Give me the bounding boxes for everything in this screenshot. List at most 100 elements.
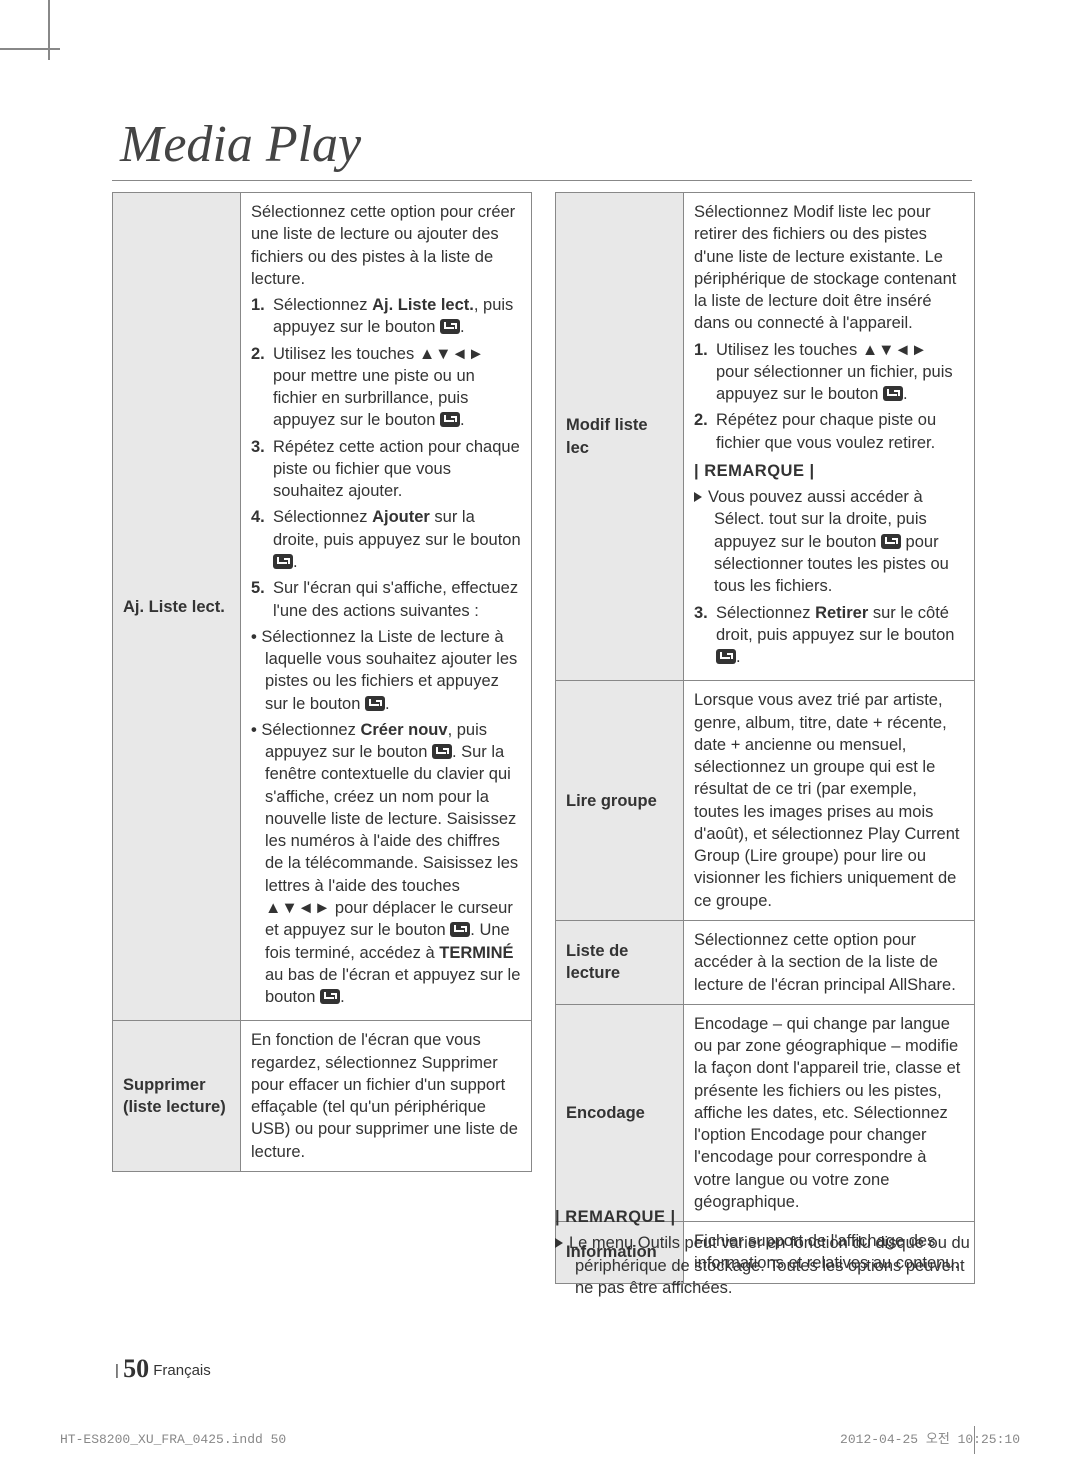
text: . (293, 553, 298, 571)
bullet-list: Sélectionnez la Liste de lecture à laque… (251, 626, 521, 1009)
list-item: 2.Répétez pour chaque piste ou fichier q… (694, 409, 964, 454)
page-num-suffix: Français (149, 1362, 211, 1379)
step-num: 1. (251, 294, 273, 316)
table-row: Modif liste lec Sélectionnez Modif liste… (556, 193, 975, 681)
enter-icon (432, 744, 452, 759)
step-num: 3. (251, 436, 273, 458)
row-desc: Sélectionnez Modif liste lec pour retire… (684, 193, 975, 681)
footer-tick (974, 1426, 975, 1454)
row-desc: Lorsque vous avez trié par artiste, genr… (684, 681, 975, 921)
enter-icon (320, 989, 340, 1004)
list-item: 1.Sélectionnez Aj. Liste lect., puis app… (251, 294, 521, 339)
table-row: Liste de lecture Sélectionnez cette opti… (556, 920, 975, 1004)
table-row: Aj. Liste lect. Sélectionnez cette optio… (113, 193, 532, 1021)
bold-text: TERMINÉ (439, 944, 513, 962)
text: Sélectionnez (716, 604, 815, 622)
text: Sélectionnez (273, 296, 372, 314)
enter-icon (365, 696, 385, 711)
row-desc: Encodage – qui change par langue ou par … (684, 1004, 975, 1221)
step-num: 4. (251, 506, 273, 528)
step-num: 3. (694, 602, 716, 624)
row-label: Aj. Liste lect. (113, 193, 241, 1021)
triangle-icon (694, 492, 702, 502)
text: . Sur la fenêtre contextuelle du clavier… (265, 743, 518, 895)
text: Sélectionnez (273, 508, 372, 526)
enter-icon (450, 922, 470, 937)
steps-list: 1.Utilisez les touches ▲▼◄► pour sélecti… (694, 339, 964, 454)
step-num: 5. (251, 577, 273, 599)
text: au bas de l'écran et appuyez sur le bout… (265, 966, 520, 1006)
crop-mark-v (48, 0, 50, 60)
right-table: Modif liste lec Sélectionnez Modif liste… (555, 192, 975, 1284)
row-label: Liste de lecture (556, 920, 684, 1004)
table-row: Lire groupe Lorsque vous avez trié par a… (556, 681, 975, 921)
row-label: Supprimer (liste lecture) (113, 1021, 241, 1172)
intro-text: Sélectionnez cette option pour créer une… (251, 201, 521, 290)
text: Répétez cette action pour chaque piste o… (273, 438, 520, 501)
list-item: 5.Sur l'écran qui s'affiche, effectuez l… (251, 577, 521, 622)
text: Le menu Outils peut varier en fonction d… (569, 1234, 970, 1297)
text: . (460, 318, 465, 336)
enter-icon (881, 534, 901, 549)
bottom-remarque: | REMARQUE | Le menu Outils peut varier … (555, 1200, 975, 1299)
step-num: 2. (251, 343, 273, 365)
page-num-value: 50 (123, 1354, 149, 1383)
enter-icon (440, 412, 460, 427)
crop-mark-h (0, 48, 60, 50)
table-row: Encodage Encodage – qui change par langu… (556, 1004, 975, 1221)
enter-icon (273, 554, 293, 569)
left-table: Aj. Liste lect. Sélectionnez cette optio… (112, 192, 532, 1172)
list-item: Sélectionnez Créer nouv, puis appuyez su… (251, 719, 521, 1008)
left-column: Aj. Liste lect. Sélectionnez cette optio… (112, 192, 532, 1172)
row-desc: Sélectionnez cette option pour créer une… (241, 193, 532, 1021)
arrow-keys-icon: ▲▼◄► (419, 345, 484, 363)
enter-icon (883, 386, 903, 401)
enter-icon (440, 319, 460, 334)
text: Utilisez les touches (716, 341, 862, 359)
page-num-prefix: | (115, 1362, 123, 1379)
remarque-item: Le menu Outils peut varier en fonction d… (555, 1232, 975, 1299)
steps-list: 3.Sélectionnez Retirer sur le côté droit… (694, 602, 964, 669)
bold-text: Aj. Liste lect. (372, 296, 474, 314)
row-desc: En fonction de l'écran que vous regardez… (241, 1021, 532, 1172)
text: Sélectionnez (261, 721, 360, 739)
table-row: Supprimer (liste lecture) En fonction de… (113, 1021, 532, 1172)
arrow-keys-icon: ▲▼◄► (862, 341, 927, 359)
list-item: 3.Sélectionnez Retirer sur le côté droit… (694, 602, 964, 669)
text: . (340, 988, 345, 1006)
title-rule (112, 180, 972, 181)
row-label: Lire groupe (556, 681, 684, 921)
footer-timestamp: 2012-04-25 오전 10:25:10 (840, 1428, 1020, 1447)
text: . (903, 385, 908, 403)
list-item: 4.Sélectionnez Ajouter sur la droite, pu… (251, 506, 521, 573)
remarque-header: | REMARQUE | (555, 1206, 975, 1228)
row-desc: Sélectionnez cette option pour accéder à… (684, 920, 975, 1004)
row-label: Modif liste lec (556, 193, 684, 681)
bold-text: Retirer (815, 604, 868, 622)
page-number: | 50 Français (115, 1354, 211, 1384)
steps-list: 1.Sélectionnez Aj. Liste lect., puis app… (251, 294, 521, 622)
text: Utilisez les touches (273, 345, 419, 363)
remarque-header: | REMARQUE | (694, 460, 964, 482)
list-item: 2.Utilisez les touches ▲▼◄► pour mettre … (251, 343, 521, 432)
text: . (385, 695, 390, 713)
text: Répétez pour chaque piste ou fichier que… (716, 411, 936, 451)
footer-filename: HT-ES8200_XU_FRA_0425.indd 50 (60, 1432, 286, 1447)
remarque-item: Vous pouvez aussi accéder à Sélect. tout… (694, 486, 964, 597)
row-label: Encodage (556, 1004, 684, 1221)
intro-text: Sélectionnez Modif liste lec pour retire… (694, 201, 964, 335)
bold-text: Ajouter (372, 508, 430, 526)
arrow-keys-icon: ▲▼◄► (265, 899, 330, 917)
enter-icon (716, 649, 736, 664)
right-column: Modif liste lec Sélectionnez Modif liste… (555, 192, 975, 1284)
step-num: 1. (694, 339, 716, 361)
text: . (736, 648, 741, 666)
text: . (460, 411, 465, 429)
page-title: Media Play (120, 115, 361, 174)
list-item: 3.Répétez cette action pour chaque piste… (251, 436, 521, 503)
list-item: Sélectionnez la Liste de lecture à laque… (251, 626, 521, 715)
triangle-icon (555, 1238, 563, 1248)
step-num: 2. (694, 409, 716, 431)
text: Sur l'écran qui s'affiche, effectuez l'u… (273, 579, 518, 619)
bold-text: Créer nouv (360, 721, 447, 739)
